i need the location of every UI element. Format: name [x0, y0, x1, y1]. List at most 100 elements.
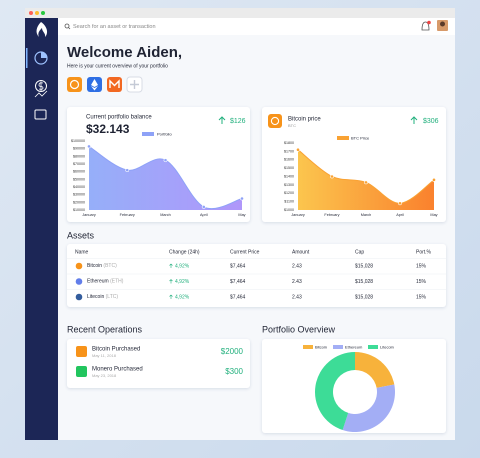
up-arrow: [169, 263, 173, 268]
nav-wallet[interactable]: [34, 109, 47, 120]
legend-label: BTC Price: [351, 135, 370, 140]
monero-button[interactable]: [107, 77, 122, 92]
x-tick-label: February: [120, 213, 135, 217]
x-tick-label: May: [238, 213, 245, 217]
asset-amount: 2.43: [292, 263, 302, 269]
legend-swatch: [303, 345, 313, 349]
dollar-icon: [38, 81, 44, 91]
y-tick-label: $1100: [284, 200, 294, 204]
point: [398, 201, 402, 206]
balance-title: Current portfolio balance: [86, 115, 152, 121]
column-header: Change (24h): [169, 249, 200, 255]
y-tick-label: $80000: [73, 154, 85, 158]
x-tick-label: January: [82, 213, 96, 217]
search-placeholder: Search for an asset or transaction: [73, 24, 156, 30]
asset-port: 15%: [416, 294, 427, 300]
notifications[interactable]: [421, 21, 430, 31]
asset-port: 15%: [416, 263, 427, 269]
y-tick-label: $1800: [284, 141, 294, 145]
legend-swatch: [337, 136, 349, 140]
operation-title: Monero Purchased: [92, 367, 143, 373]
bitcoin-ticker: BTC: [288, 123, 296, 128]
x-tick-label: April: [200, 213, 208, 217]
asset-name: Bitcoin (BTC): [87, 263, 117, 269]
up-arrow: [410, 116, 418, 124]
pie-slice: [315, 352, 355, 431]
avatar-head: [440, 21, 445, 27]
point: [364, 180, 368, 185]
point: [163, 158, 168, 163]
asset-change: 4,92%: [175, 279, 190, 285]
balance-amount: $32.143: [86, 122, 130, 136]
asset-cap: $15,028: [355, 263, 373, 269]
x-tick-label: May: [430, 213, 437, 217]
pie-slice: [342, 384, 396, 433]
title-bar: [25, 8, 455, 18]
area: [298, 149, 434, 210]
overview-card: [262, 339, 446, 433]
asset-amount: 2.43: [292, 279, 302, 285]
operation-amount: $2000: [221, 347, 244, 356]
overview-title: Portfolio Overview: [262, 324, 336, 334]
plus-glyph: [130, 80, 139, 89]
welcome-title: Welcome Aiden,: [67, 44, 182, 61]
y-tick-label: $1200: [284, 191, 294, 195]
point: [240, 196, 244, 201]
asset-amount: 2.43: [292, 294, 302, 300]
column-header: Name: [75, 249, 89, 255]
search-icon: [64, 23, 70, 29]
point: [125, 168, 130, 173]
logo[interactable]: [36, 22, 48, 37]
asset-ticker: (BTC): [103, 263, 117, 269]
operation-date: May 23, 2018: [92, 373, 117, 378]
column-header: Amount: [292, 249, 310, 255]
y-tick-label: $1400: [284, 174, 294, 178]
y-tick-label: $30000: [73, 193, 85, 197]
notification-badge: [427, 20, 431, 25]
asset-icon: [75, 278, 83, 285]
asset-name-text: Litecoin: [87, 294, 104, 300]
x-tick-label: February: [324, 213, 339, 217]
up-arrow: [218, 116, 226, 124]
trend-icon: [34, 90, 48, 98]
asset-cap: $15,028: [355, 279, 373, 285]
asset-change: 4,92%: [175, 294, 190, 300]
y-tick-label: $1300: [284, 183, 294, 187]
bitcoin-change: $306: [423, 118, 439, 125]
asset-port: 15%: [416, 279, 427, 285]
operation-amount: $300: [225, 367, 243, 376]
ethereum-glyph: [91, 79, 98, 91]
operation-title: Bitcoin Purchased: [92, 347, 140, 353]
minimize-dot[interactable]: [35, 11, 39, 15]
balance-change: $126: [230, 118, 246, 125]
operations-card: [67, 339, 250, 388]
point: [330, 174, 334, 179]
y-tick-label: $70000: [73, 162, 85, 166]
operation-icon: [76, 346, 87, 357]
zoom-dot[interactable]: [41, 11, 45, 15]
point: [201, 205, 206, 209]
nav-dashboard-slice: [41, 52, 47, 58]
nav-transactions[interactable]: [35, 80, 47, 92]
bitcoin-button[interactable]: [67, 77, 82, 92]
asset-ticker: (ETH): [110, 279, 124, 285]
x-tick-label: March: [361, 213, 372, 217]
column-header: Cap: [355, 249, 364, 255]
active-indicator: [26, 48, 28, 68]
y-tick-label: $10000: [73, 208, 85, 212]
pie-slice: [355, 352, 395, 388]
y-tick-label: $1700: [284, 149, 294, 153]
point: [432, 177, 436, 182]
up-arrow: [169, 279, 173, 284]
y-tick-label: $100000: [71, 139, 85, 143]
assets-table: [67, 244, 446, 307]
area: [89, 146, 242, 210]
legend-swatch: [142, 132, 154, 136]
y-tick-label: $60000: [73, 170, 85, 174]
search-bar[interactable]: [58, 18, 455, 35]
x-tick-label: March: [160, 213, 171, 217]
close-dot[interactable]: [29, 11, 33, 15]
operation-icon: [76, 366, 87, 377]
